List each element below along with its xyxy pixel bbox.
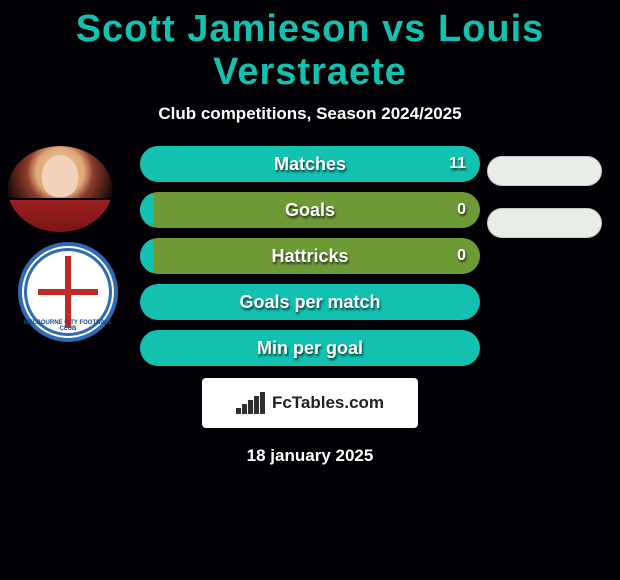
comparison-content: MELBOURNE CITY FOOTBALL CLUB Matches 11 … [0, 146, 620, 366]
brand-icon-bar-2 [248, 400, 253, 414]
page-subtitle: Club competitions, Season 2024/2025 [0, 104, 620, 124]
stat-row-goals: Goals 0 [140, 192, 480, 228]
stat-label-hattricks: Hattricks [271, 246, 348, 267]
club-badge-cross [38, 256, 98, 328]
stat-value-hattricks: 0 [457, 247, 466, 265]
footer-date: 18 january 2025 [0, 446, 620, 466]
stat-fill-goals [140, 192, 154, 228]
stat-row-hattricks: Hattricks 0 [140, 238, 480, 274]
brand-badge[interactable]: FcTables.com [202, 378, 418, 428]
stat-fill-hattricks [140, 238, 154, 274]
stat-value-goals: 0 [457, 201, 466, 219]
stat-label-gpm: Goals per match [239, 292, 380, 313]
side-pill-0 [487, 156, 602, 186]
stat-label-mpg: Min per goal [257, 338, 363, 359]
player-avatar [8, 146, 112, 232]
avatars-column: MELBOURNE CITY FOOTBALL CLUB [8, 146, 128, 342]
brand-chart-icon [236, 392, 266, 414]
brand-icon-bar-0 [236, 408, 241, 414]
stat-label-goals: Goals [285, 200, 335, 221]
brand-text: FcTables.com [272, 393, 384, 413]
page-title: Scott Jamieson vs Louis Verstraete [0, 0, 620, 94]
stat-bars: Matches 11 Goals 0 Hattricks 0 Goals per… [140, 146, 480, 366]
stat-row-gpm: Goals per match [140, 284, 480, 320]
brand-icon-bar-4 [260, 392, 265, 414]
brand-icon-bar-3 [254, 396, 259, 414]
player-jersey [8, 198, 112, 232]
side-pill-1 [487, 208, 602, 238]
stat-value-matches: 11 [449, 155, 466, 173]
stat-label-matches: Matches [274, 154, 346, 175]
club-badge: MELBOURNE CITY FOOTBALL CLUB [18, 242, 118, 342]
brand-icon-bar-1 [242, 404, 247, 414]
stat-row-mpg: Min per goal [140, 330, 480, 366]
stat-row-matches: Matches 11 [140, 146, 480, 182]
club-badge-text: MELBOURNE CITY FOOTBALL CLUB [22, 320, 114, 332]
side-pills [487, 156, 602, 260]
